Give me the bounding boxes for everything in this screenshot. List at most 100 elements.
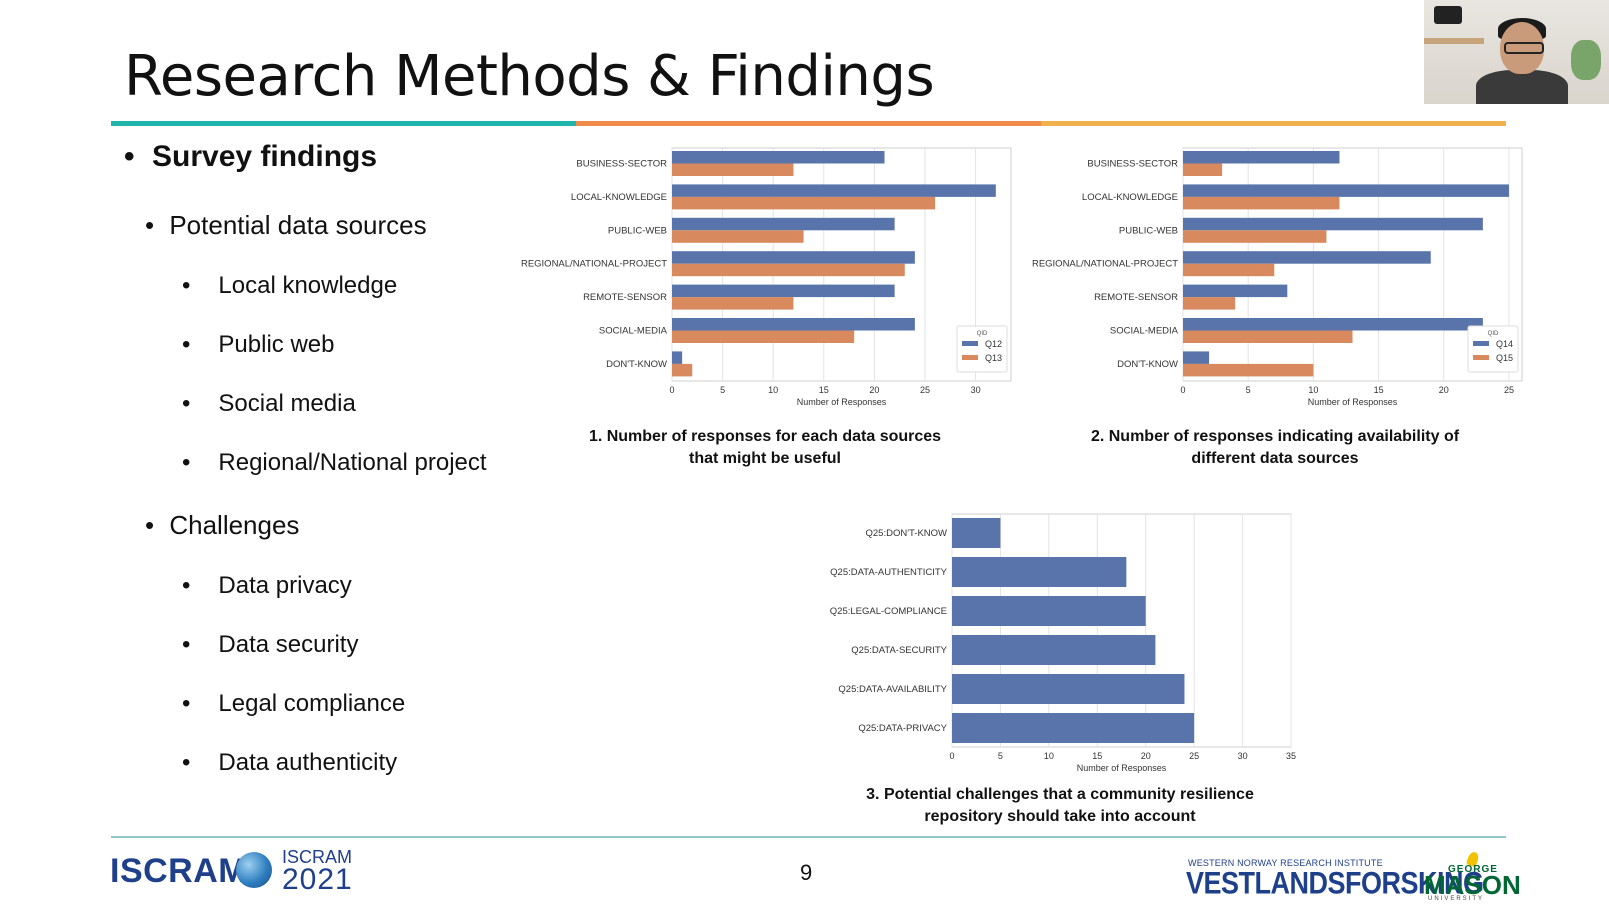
chart-1-category-label: REGIONAL/NATIONAL-PROJECT xyxy=(521,259,667,270)
chart-2-svg: 0 5 10 15 20 25 Number of Responses BUSINESS-SE… xyxy=(1032,147,1523,407)
chart-3-x-tick-label: 5 xyxy=(998,751,1003,761)
chart-2-category-label: BUSINESS-SECTOR xyxy=(1087,159,1178,170)
underline-teal xyxy=(111,121,576,126)
chart-1-bar xyxy=(672,363,693,377)
chart-1-category-label: DON'T-KNOW xyxy=(606,359,667,370)
chart-2-x-tick-label: 0 xyxy=(1180,385,1185,395)
chart-1-bar xyxy=(672,263,905,277)
chart-2-legend-swatch xyxy=(1473,341,1489,346)
presenter-webcam xyxy=(1424,0,1609,104)
iscram-logo: ISCRAM xyxy=(110,852,248,890)
bullet-challenge-4: • Data authenticity xyxy=(182,749,398,776)
chart-3-bar xyxy=(952,713,1195,743)
bullet-source-4: • Regional/National project xyxy=(182,449,487,476)
bullet-challenge-2: • Data security xyxy=(182,631,359,658)
chart-3-bar xyxy=(952,518,1001,548)
chart-2-bar xyxy=(1183,351,1210,364)
chart-1-legend-swatch xyxy=(962,355,978,360)
vestlandsforsking-subtitle: WESTERN NORWAY RESEARCH INSTITUTE xyxy=(1188,858,1383,868)
chart-3-category-label: Q25:LEGAL-COMPLIANCE xyxy=(830,606,947,617)
chart-2-legend xyxy=(1467,325,1519,373)
chart-1-category-label: LOCAL-KNOWLEDGE xyxy=(571,192,667,203)
chart-3-x-tick-label: 15 xyxy=(1092,751,1102,761)
chart-2-x-tick-label: 25 xyxy=(1504,385,1514,395)
chart-2-legend-label: Q15 xyxy=(1496,353,1513,363)
bullet-challenge-1: • Data privacy xyxy=(182,572,352,599)
chart-1-bar xyxy=(672,297,794,310)
bullet-data-sources: • Potential data sources xyxy=(145,210,427,240)
chart-2-x-tick-label: 5 xyxy=(1246,385,1251,395)
chart-2-bar xyxy=(1183,263,1275,277)
chart-3-category-label: Q25:DON'T-KNOW xyxy=(865,528,947,539)
chart-3-x-tick-label: 0 xyxy=(949,751,954,761)
chart-2-x-axis-label: Number of Responses xyxy=(1308,397,1398,407)
chart-3-x-axis-label: Number of Responses xyxy=(1077,763,1167,773)
chart-3-x-tick-label: 30 xyxy=(1238,751,1248,761)
chart-1-bar xyxy=(672,217,895,231)
chart-2-bar xyxy=(1183,163,1223,176)
chart-1-x-tick-label: 25 xyxy=(920,385,930,395)
chart-1-x-tick-label: 15 xyxy=(819,385,829,395)
underline-yellow xyxy=(1041,121,1506,126)
bullet-source-3: • Social media xyxy=(182,390,356,417)
bullet-source-2: • Public web xyxy=(182,331,335,358)
chart-2-bar xyxy=(1183,297,1236,310)
slide-title: Research Methods & Findings xyxy=(124,44,935,109)
chart-1-x-axis-label: Number of Responses xyxy=(797,397,887,407)
page-number: 9 xyxy=(800,860,813,885)
vestlandsforsking-logo: VESTLANDSFORSKING xyxy=(1186,866,1484,901)
chart-2-x-tick-label: 10 xyxy=(1308,385,1318,395)
chart-1-category-label: REMOTE-SENSOR xyxy=(583,292,667,303)
chart-1-bar xyxy=(672,230,804,243)
chart-3-x-tick-label: 35 xyxy=(1286,751,1296,761)
chart-1-bar xyxy=(672,184,996,197)
chart-2-category-label: DON'T-KNOW xyxy=(1117,359,1178,370)
chart-1-bar xyxy=(672,351,683,364)
chart-3-x-tick-label: 20 xyxy=(1141,751,1151,761)
globe-icon xyxy=(236,852,272,888)
chart-3-bar xyxy=(952,635,1156,665)
chart-1-bar xyxy=(672,196,936,210)
chart-1-bar xyxy=(672,151,885,164)
chart-3-bar xyxy=(952,596,1146,626)
chart-1-bar xyxy=(672,318,915,331)
chart-2-legend-label: Q14 xyxy=(1496,339,1513,349)
chart-1-x-tick-label: 0 xyxy=(669,385,674,395)
chart-3-bar xyxy=(952,557,1127,587)
chart-1-legend-label: Q13 xyxy=(985,353,1002,363)
chart-2-bar xyxy=(1183,217,1483,231)
chart-2-category-label: LOCAL-KNOWLEDGE xyxy=(1082,192,1178,203)
chart-2-bar xyxy=(1183,363,1314,377)
chart-2-bar xyxy=(1183,251,1431,264)
bullet-survey-findings: • Survey findings xyxy=(124,140,378,173)
chart-1-x-tick-label: 10 xyxy=(768,385,778,395)
chart-1-svg: 0 5 10 15 20 25 30 Number of Responses BUSINESS-… xyxy=(521,147,1012,407)
chart-2-category-label: PUBLIC-WEB xyxy=(1119,225,1178,236)
chart-2-bar xyxy=(1183,284,1288,298)
chart-1-category-label: PUBLIC-WEB xyxy=(608,225,667,236)
chart-2-category-label: REMOTE-SENSOR xyxy=(1094,292,1178,303)
iscram-2021-logo: ISCRAM 2021 xyxy=(282,847,353,896)
chart-2-bar xyxy=(1183,151,1340,164)
chart-2-category-label: REGIONAL/NATIONAL-PROJECT xyxy=(1032,259,1178,270)
underline-orange xyxy=(576,121,1041,126)
chart-3-x-tick-label: 10 xyxy=(1044,751,1054,761)
chart-3-category-label: Q25:DATA-AUTHENTICITY xyxy=(830,567,947,578)
chart-2-x-tick-label: 20 xyxy=(1439,385,1449,395)
chart-1-bar xyxy=(672,330,855,343)
caption-chart-3: 3. Potential challenges that a community… xyxy=(866,786,1254,825)
chart-2-legend-title: QID xyxy=(1488,331,1499,337)
chart-3-bar xyxy=(952,674,1185,704)
chart-1-legend-label: Q12 xyxy=(985,339,1002,349)
caption-chart-2: 2. Number of responses indicating availa… xyxy=(1090,428,1460,467)
chart-1-category-label: SOCIAL-MEDIA xyxy=(599,326,668,337)
chart-3-plot-area xyxy=(951,513,1292,748)
chart-1-category-label: BUSINESS-SECTOR xyxy=(576,159,667,170)
chart-1-bar xyxy=(672,163,794,176)
chart-2-category-label: SOCIAL-MEDIA xyxy=(1110,326,1179,337)
chart-3-category-label: Q25:DATA-AVAILABILITY xyxy=(838,684,947,695)
caption-chart-1: 1. Number of responses for each data sou… xyxy=(588,428,942,467)
chart-1-bar xyxy=(672,251,915,264)
chart-1-x-tick-label: 30 xyxy=(971,385,981,395)
chart-3-category-label: Q25:DATA-SECURITY xyxy=(851,645,947,656)
